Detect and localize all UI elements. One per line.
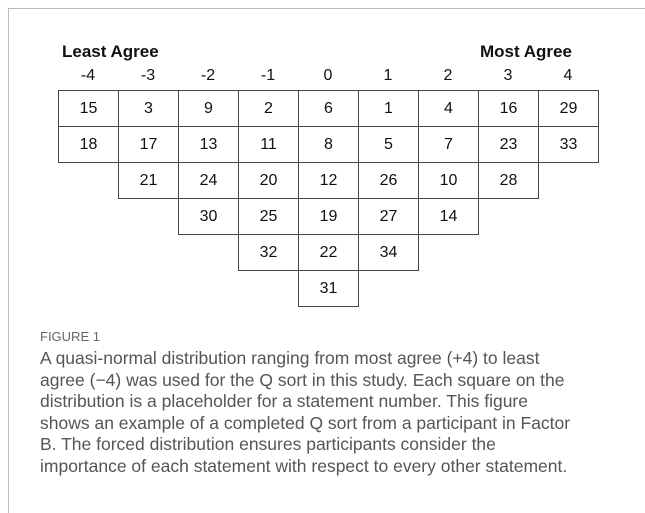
column-label: 0 bbox=[323, 67, 333, 84]
figure-label: FIGURE 1 bbox=[40, 329, 100, 344]
grid-cell: 6 bbox=[298, 90, 359, 127]
grid-cell: 14 bbox=[418, 198, 479, 235]
grid-cell: 29 bbox=[538, 90, 599, 127]
caption-line: distribution is a placeholder for a stat… bbox=[40, 391, 528, 411]
grid-cell: 33 bbox=[538, 126, 599, 163]
grid-cell: 3 bbox=[118, 90, 179, 127]
grid-cell: 15 bbox=[58, 90, 119, 127]
grid-cell: 23 bbox=[478, 126, 539, 163]
grid-cell: 19 bbox=[298, 198, 359, 235]
caption-line: importance of each statement with respec… bbox=[40, 455, 568, 476]
grid-cell: 7 bbox=[418, 126, 479, 163]
grid-cell: 11 bbox=[238, 126, 299, 163]
grid-cell: 21 bbox=[118, 162, 179, 199]
grid-cell: 9 bbox=[178, 90, 239, 127]
grid-cell: 34 bbox=[358, 234, 419, 271]
grid-cell: 18 bbox=[58, 126, 119, 163]
grid-cell: 13 bbox=[178, 126, 239, 163]
grid-cell: 25 bbox=[238, 198, 299, 235]
column-label: -4 bbox=[80, 67, 96, 84]
column-label: 3 bbox=[503, 67, 513, 84]
grid-cell: 26 bbox=[358, 162, 419, 199]
grid-cell: 8 bbox=[298, 126, 359, 163]
column-label: -2 bbox=[200, 67, 216, 84]
grid-cell: 4 bbox=[418, 90, 479, 127]
grid-cell: 17 bbox=[118, 126, 179, 163]
grid-cell: 12 bbox=[298, 162, 359, 199]
grid-cell: 16 bbox=[478, 90, 539, 127]
grid-cell: 20 bbox=[238, 162, 299, 199]
column-label: 2 bbox=[443, 67, 453, 84]
grid-cell: 24 bbox=[178, 162, 239, 199]
grid-cell: 32 bbox=[238, 234, 299, 271]
left-rule bbox=[8, 8, 9, 513]
column-label: 4 bbox=[563, 67, 573, 84]
right-label: Most Agree bbox=[480, 42, 572, 61]
grid-cell: 30 bbox=[178, 198, 239, 235]
caption-line: B. The forced distribution ensures parti… bbox=[40, 434, 496, 454]
caption-line: shows an example of a completed Q sort f… bbox=[40, 412, 571, 433]
grid-cell: 10 bbox=[418, 162, 479, 199]
grid-cell: 1 bbox=[358, 90, 419, 127]
grid-cell: 27 bbox=[358, 198, 419, 235]
column-label: 1 bbox=[383, 67, 393, 84]
top-rule bbox=[8, 8, 645, 9]
left-label: Least Agree bbox=[62, 42, 159, 61]
column-label: -3 bbox=[140, 67, 156, 84]
grid-cell: 31 bbox=[298, 270, 359, 307]
caption-line: agree (−4) was used for the Q sort in th… bbox=[40, 369, 565, 390]
grid-cell: 28 bbox=[478, 162, 539, 199]
grid-cell: 5 bbox=[358, 126, 419, 163]
column-label: -1 bbox=[260, 67, 276, 84]
caption-line: A quasi-normal distribution ranging from… bbox=[40, 348, 540, 368]
grid-cell: 22 bbox=[298, 234, 359, 271]
grid-cell: 2 bbox=[238, 90, 299, 127]
